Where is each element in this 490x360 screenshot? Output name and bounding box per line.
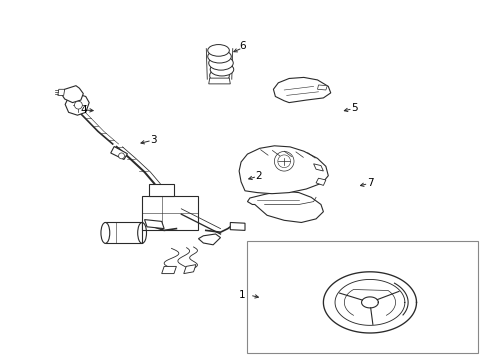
Polygon shape (273, 77, 331, 103)
Polygon shape (184, 265, 196, 274)
Polygon shape (318, 85, 327, 90)
Text: 2: 2 (255, 171, 262, 181)
Polygon shape (162, 266, 176, 274)
Ellipse shape (210, 63, 234, 76)
Ellipse shape (209, 56, 233, 70)
Polygon shape (247, 191, 323, 222)
Polygon shape (198, 234, 220, 245)
Polygon shape (316, 178, 326, 185)
Ellipse shape (208, 50, 231, 63)
Polygon shape (209, 78, 230, 84)
Polygon shape (65, 94, 89, 115)
Polygon shape (111, 147, 127, 159)
Text: 5: 5 (351, 103, 358, 113)
Text: 3: 3 (150, 135, 157, 145)
Polygon shape (145, 220, 164, 229)
Text: 1: 1 (238, 290, 245, 300)
Bar (247, 241, 478, 353)
Circle shape (74, 101, 82, 109)
Text: 7: 7 (367, 178, 373, 188)
Polygon shape (105, 222, 142, 243)
Polygon shape (230, 222, 245, 230)
Text: 4: 4 (80, 105, 87, 115)
Circle shape (119, 153, 124, 159)
Ellipse shape (101, 222, 110, 243)
Ellipse shape (210, 68, 229, 83)
Polygon shape (142, 196, 198, 230)
Polygon shape (58, 89, 65, 95)
Polygon shape (61, 86, 83, 103)
Polygon shape (314, 164, 323, 171)
Polygon shape (239, 146, 328, 194)
Polygon shape (149, 184, 174, 196)
Text: 6: 6 (239, 41, 246, 51)
Ellipse shape (208, 45, 229, 56)
